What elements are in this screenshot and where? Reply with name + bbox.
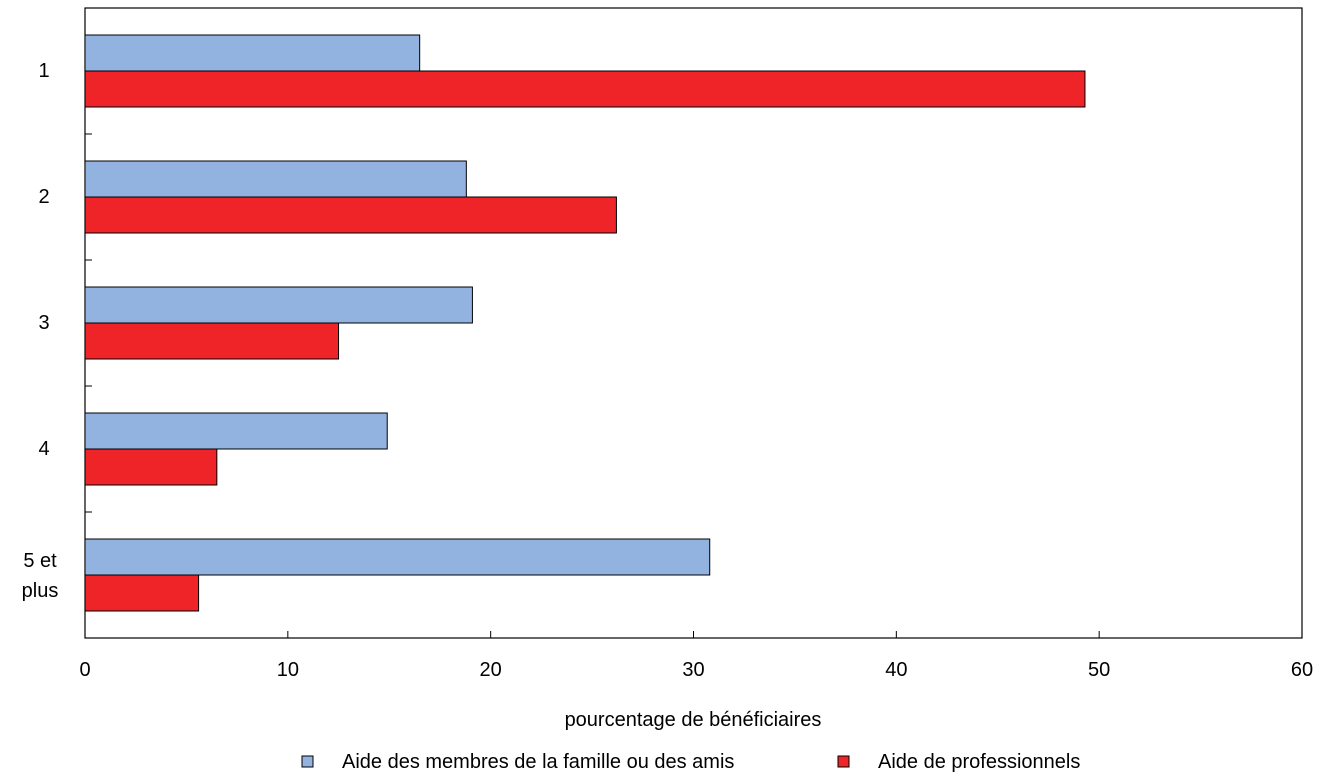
legend-label-famille-amis: Aide des membres de la famille ou des am… xyxy=(342,751,734,773)
y-tick-label-3: 3 xyxy=(38,312,49,334)
bar-professionnels-4 xyxy=(84,448,218,486)
bar-famille-amis-4 xyxy=(84,412,388,450)
y-tick-label-1: 1 xyxy=(38,60,49,82)
y-axis: 1 2 3 4 5 et plus xyxy=(22,60,92,602)
legend-swatch-professionnels xyxy=(837,755,850,768)
y-tick-label-5: 5 et plus xyxy=(22,550,59,602)
bars xyxy=(84,34,1086,612)
bar-famille-amis-2 xyxy=(84,160,467,198)
bar-famille-amis-1 xyxy=(84,34,421,72)
x-tick-label-10: 10 xyxy=(277,659,299,681)
x-tick-label-20: 20 xyxy=(480,659,502,681)
y-tick-label-4: 4 xyxy=(38,438,49,460)
bar-professionnels-3 xyxy=(84,322,340,360)
x-tick-label-0: 0 xyxy=(79,659,90,681)
x-tick-label-60: 60 xyxy=(1291,659,1313,681)
bar-famille-amis-3 xyxy=(84,286,473,324)
x-tick-label-50: 50 xyxy=(1088,659,1110,681)
bar-professionnels-2 xyxy=(84,196,617,234)
bar-professionnels-5 xyxy=(84,574,200,612)
y-tick-label-2: 2 xyxy=(38,186,49,208)
bar-famille-amis-5 xyxy=(84,538,711,576)
legend: Aide des membres de la famille ou des am… xyxy=(301,751,1080,773)
x-axis: 0 10 20 30 40 50 60 xyxy=(79,631,1313,681)
bar-professionnels-1 xyxy=(84,70,1086,108)
legend-swatch-famille-amis xyxy=(301,755,314,768)
legend-label-professionnels: Aide de professionnels xyxy=(878,751,1080,773)
x-tick-label-30: 30 xyxy=(682,659,704,681)
x-axis-title: pourcentage de bénéficiaires xyxy=(565,709,822,731)
x-tick-label-40: 40 xyxy=(885,659,907,681)
